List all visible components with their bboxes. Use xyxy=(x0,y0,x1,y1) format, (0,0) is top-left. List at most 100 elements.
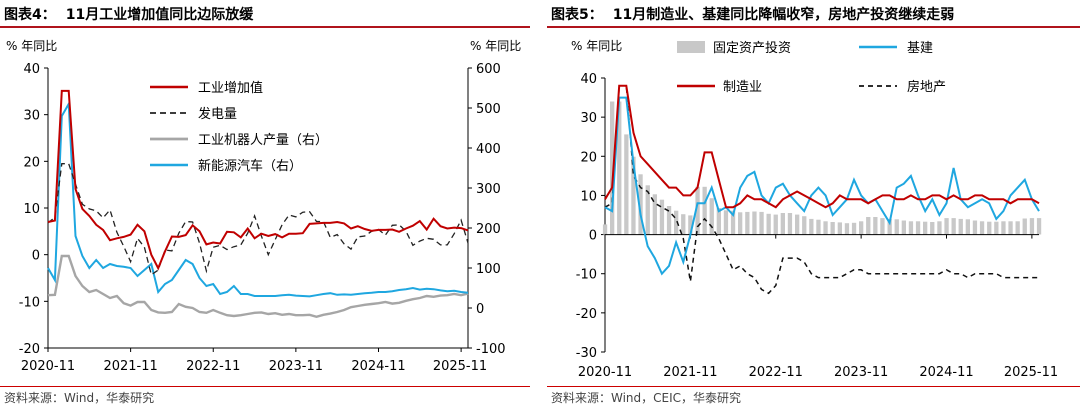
bar-fai xyxy=(773,214,778,235)
bar-fai xyxy=(930,222,935,235)
y-tick-label: 20 xyxy=(23,155,40,170)
bar-fai xyxy=(723,210,729,235)
x-tick-label: 2025-11 xyxy=(433,359,487,374)
bar-fai xyxy=(944,218,949,235)
source-rule xyxy=(547,386,1080,387)
figure-label: 图表5： xyxy=(551,7,603,23)
y-tick-label: -20 xyxy=(19,342,40,357)
chart-panel-investment: 图表5： 11月制造业、基建同比降幅收窄，房地产投资继续走弱 % 年同比 -30 -2… xyxy=(547,0,1080,409)
y2-tick-label: 600 xyxy=(476,62,501,77)
x-tick-label: 2022-11 xyxy=(749,365,803,380)
series-line xyxy=(47,100,469,298)
industrial-chart-svg: % 年同比% 年同比-20-10010203040-10001002003004… xyxy=(6,39,521,374)
bar-fai xyxy=(688,215,693,235)
bar-fai xyxy=(624,134,629,235)
bar-fai xyxy=(681,214,686,235)
legend-label: 工业机器人产量（右） xyxy=(198,133,328,148)
legend-label: 发电量 xyxy=(198,106,237,122)
bar-fai xyxy=(702,186,707,235)
y2-tick-label: 0 xyxy=(476,302,484,317)
chart-panel-industrial: 图表4： 11月工业增加值同比边际放缓 % 年同比% 年同比 -20 -10 0 10 20… xyxy=(0,0,530,409)
bar-fai xyxy=(859,221,864,235)
y-tick-label: 10 xyxy=(23,202,40,217)
x-tick-label: 2021-11 xyxy=(103,359,157,374)
bar-fai xyxy=(972,220,978,235)
legend-label: 固定资产投资 xyxy=(713,40,791,56)
series-line xyxy=(604,85,1039,295)
series-line xyxy=(47,89,469,271)
bar-fai xyxy=(887,218,892,235)
bar-fai xyxy=(1029,218,1035,235)
y2-tick-label: 200 xyxy=(476,222,501,237)
bar-fai xyxy=(965,219,970,235)
bar-fai xyxy=(787,213,793,235)
y2-tick-label: 500 xyxy=(476,102,501,117)
bar-fai xyxy=(1001,221,1006,235)
chart-title: 图表4： 11月工业增加值同比边际放缓 xyxy=(4,4,253,24)
right-axis-unit: % 年同比 xyxy=(470,39,521,53)
bar-fai xyxy=(958,218,963,235)
x-tick-label: 2022-11 xyxy=(186,359,240,374)
bar-fai xyxy=(809,218,814,235)
figure-title: 11月工业增加值同比边际放缓 xyxy=(65,7,254,23)
bar-fai xyxy=(602,224,608,235)
bar-fai xyxy=(759,211,764,235)
source-note: 资料来源：Wind，华泰研究 xyxy=(4,391,155,405)
chart-title: 图表5： 11月制造业、基建同比降幅收窄，房地产投资继续走弱 xyxy=(551,4,954,24)
bar-fai xyxy=(816,219,821,235)
bar-fai xyxy=(937,221,942,235)
bar-fai xyxy=(951,218,956,235)
bar-fai xyxy=(844,223,850,235)
y2-tick-label: 300 xyxy=(476,182,501,197)
x-tick-label: 2023-11 xyxy=(269,359,323,374)
bar-fai xyxy=(738,212,743,235)
bar-fai xyxy=(923,221,928,235)
bar-fai xyxy=(645,185,650,235)
bar-fai xyxy=(1008,221,1013,235)
bar-fai xyxy=(617,101,622,235)
figure-title: 11月制造业、基建同比降幅收窄，房地产投资继续走弱 xyxy=(612,7,955,23)
bar-fai xyxy=(880,218,885,235)
y-tick-label: 0 xyxy=(589,229,597,244)
legend-label: 制造业 xyxy=(723,80,762,95)
bar-fai xyxy=(709,198,714,235)
bar-fai xyxy=(1036,218,1042,235)
bar-fai xyxy=(987,221,992,235)
x-tick-label: 2021-11 xyxy=(663,365,717,380)
legend-swatch xyxy=(677,41,705,53)
bar-fai xyxy=(873,217,878,235)
series-line xyxy=(604,96,1040,276)
bar-fai xyxy=(901,220,906,235)
figure-label: 图表4： xyxy=(4,7,56,23)
y-tick-label: -30 xyxy=(576,346,597,361)
x-tick-label: 2020-11 xyxy=(21,359,75,374)
bar-fai xyxy=(1022,218,1027,235)
y-tick-label: 30 xyxy=(23,109,40,124)
y2-tick-label: 400 xyxy=(476,142,501,157)
bar-fai xyxy=(631,156,636,235)
bar-fai xyxy=(674,210,679,235)
y-tick-label: 20 xyxy=(580,150,597,165)
bar-fai xyxy=(837,222,842,235)
y-tick-label: 40 xyxy=(23,62,40,77)
bar-fai xyxy=(666,206,672,235)
bar-fai xyxy=(795,214,800,235)
bar-fai xyxy=(638,174,643,235)
bar-fai xyxy=(659,199,665,235)
legend-label: 房地产 xyxy=(907,79,946,95)
bar-fai xyxy=(1015,221,1020,235)
bar-fai xyxy=(866,217,871,235)
y-tick-label: 40 xyxy=(580,72,597,87)
x-tick-label: 2023-11 xyxy=(834,365,888,380)
x-tick-label: 2020-11 xyxy=(578,365,632,380)
series-line xyxy=(47,254,469,319)
bar-fai xyxy=(894,219,899,235)
y-tick-label: 10 xyxy=(580,189,597,204)
investment-chart-svg: % 年同比 -30 -20 -10 0 10 20 30 40 2020-11 2021-11 202… xyxy=(571,39,1058,380)
legend-label: 基建 xyxy=(907,41,933,56)
bar-fai xyxy=(915,221,921,235)
title-rule xyxy=(0,26,530,28)
bar-fai xyxy=(823,221,828,235)
y-tick-label: -10 xyxy=(19,295,40,310)
bar-fai xyxy=(908,221,914,235)
